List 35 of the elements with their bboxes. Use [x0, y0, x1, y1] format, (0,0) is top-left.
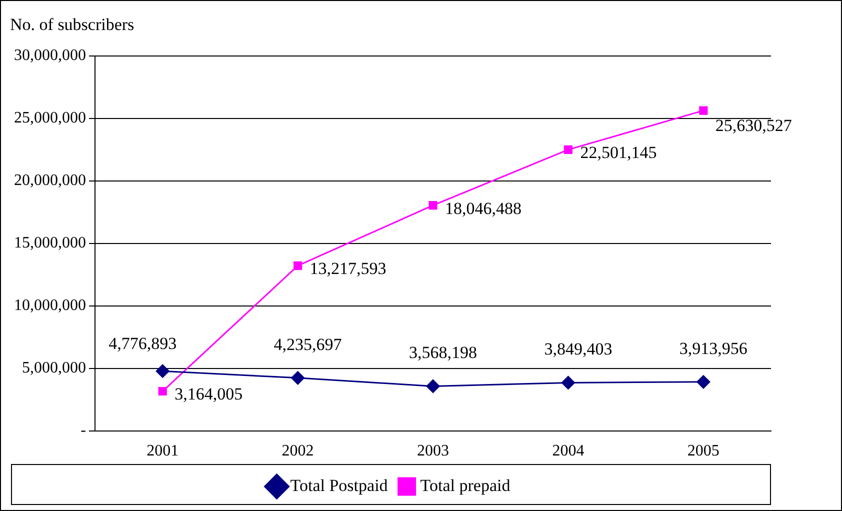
point	[158, 386, 167, 396]
data-label: 3,849,403	[544, 340, 612, 359]
data-label: 4,235,697	[274, 334, 342, 354]
data-label: 25,630,527	[715, 116, 792, 136]
y-tick-label: 15,000,000	[14, 234, 86, 252]
x-tick-label: 2002	[282, 442, 314, 460]
y-tick-label: 5,000,000	[22, 360, 86, 377]
data-label: 3,568,198	[409, 343, 477, 362]
y-axis-title: No. of subscribers	[10, 14, 134, 34]
point	[696, 375, 710, 389]
data-label: 3,913,956	[679, 338, 748, 358]
point	[561, 376, 575, 390]
data-label: 13,217,593	[310, 259, 386, 278]
x-tick-label: 2004	[552, 442, 584, 460]
x-tick-label: 2005	[687, 442, 720, 460]
data-label: 18,046,488	[445, 198, 522, 218]
point	[294, 261, 302, 270]
y-tick-label: 25,000,000	[14, 110, 86, 127]
x-tick-label: 2001	[146, 442, 179, 460]
data-label: 4,776,893	[108, 334, 177, 354]
y-tick-label: -	[80, 422, 86, 440]
y-tick-label: 20,000,000	[14, 172, 86, 190]
point	[699, 106, 708, 115]
data-label: 22,501,145	[580, 143, 657, 162]
point	[291, 371, 305, 385]
point	[426, 379, 440, 393]
point	[564, 145, 572, 154]
y-tick-label: 10,000,000	[14, 297, 86, 314]
point	[156, 364, 170, 378]
point	[428, 201, 438, 210]
x-tick-label: 2003	[417, 442, 449, 460]
legend-label: Total Postpaid	[290, 476, 388, 495]
data-label: 3,164,005	[174, 384, 243, 404]
legend-label: Total prepaid	[420, 476, 511, 495]
y-tick-label: 30,000,000	[14, 47, 86, 64]
